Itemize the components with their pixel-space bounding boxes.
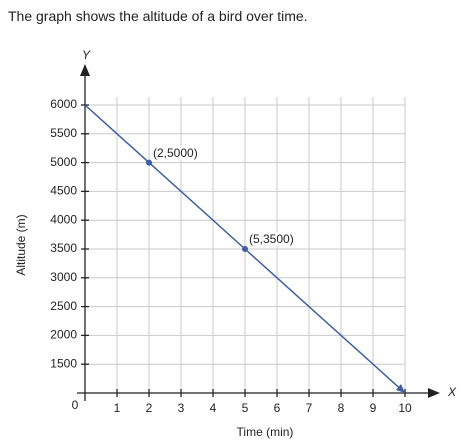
data-point: [242, 246, 248, 252]
x-tick-label: 4: [210, 401, 217, 415]
header-text: The graph shows the altitude of a bird o…: [8, 8, 308, 24]
y-tick-label: 3000: [50, 270, 77, 284]
y-tick-label: 5000: [50, 155, 77, 169]
data-label: (2,5000): [153, 146, 198, 160]
x-axis-arrow: [428, 388, 440, 398]
x-tick-label: 5: [242, 401, 249, 415]
y-tick-label: 4500: [50, 184, 77, 198]
x-tick-label: 1: [114, 401, 121, 415]
data-point: [146, 159, 152, 166]
y-axis-letter: Y: [82, 48, 91, 62]
y-tick-label: 4000: [50, 212, 77, 226]
x-axis-label: Time (min): [237, 425, 294, 439]
data-line: [84, 104, 406, 394]
y-tick-label: 3500: [50, 241, 77, 255]
data-label-bg: [248, 232, 295, 247]
origin-label: 0: [72, 398, 79, 412]
y-tick-label: 1500: [50, 356, 77, 370]
x-axis-letter: X: [447, 385, 457, 399]
data-label-bg: [152, 145, 199, 160]
y-tick-label: 6000: [50, 97, 77, 111]
x-tick-label: 2: [146, 401, 153, 415]
x-tick-label: 10: [398, 401, 412, 415]
x-tick-label: 9: [370, 401, 377, 415]
data-label: (5,3500): [249, 232, 294, 246]
y-axis-label: Altitude (m): [14, 214, 28, 275]
line-arrow: [396, 384, 405, 393]
y-axis-arrow: [80, 64, 90, 76]
x-tick-label: 7: [306, 401, 313, 415]
x-tick-label: 6: [274, 401, 281, 415]
y-tick-label: 5500: [50, 126, 77, 140]
x-tick-label: 8: [338, 401, 345, 415]
y-tick-label: 2000: [50, 328, 77, 342]
y-tick-label: 2500: [50, 299, 77, 313]
x-tick-label: 3: [178, 401, 185, 415]
